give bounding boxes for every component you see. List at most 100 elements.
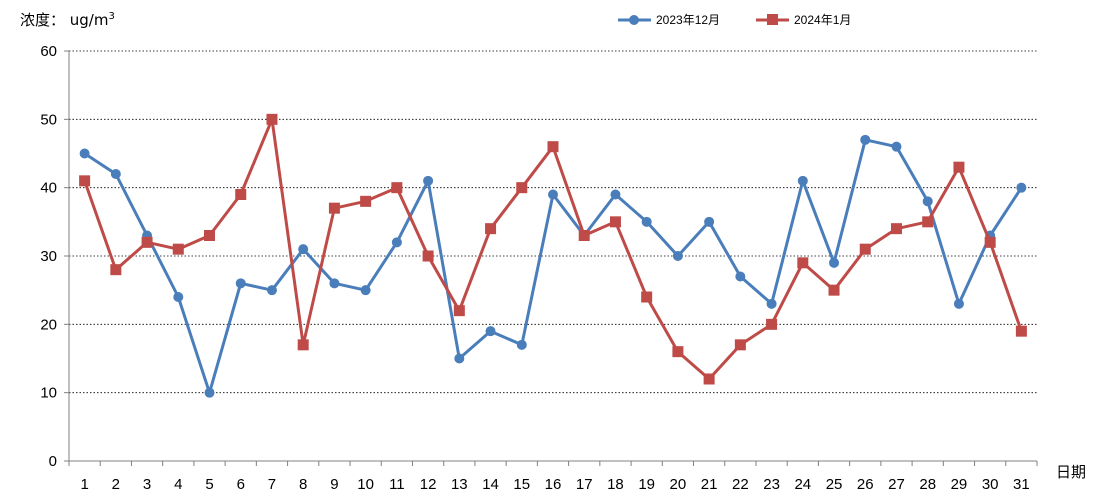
data-point: [485, 326, 496, 337]
x-axis-label: 日期: [1056, 463, 1086, 481]
data-point: [641, 216, 652, 227]
data-point: [672, 346, 684, 358]
data-point: [235, 189, 247, 200]
data-point: [485, 223, 497, 235]
data-point: [703, 373, 715, 385]
x-tick-label: 20: [670, 476, 687, 493]
data-point: [360, 285, 371, 296]
data-point: [297, 339, 309, 351]
legend-marker-jan: [767, 14, 778, 25]
data-point: [1016, 182, 1027, 193]
data-point: [890, 223, 902, 235]
data-point: [141, 236, 153, 248]
y-tick-labels: 0 10 20 30 40 50 60: [40, 43, 57, 470]
data-point: [329, 278, 340, 289]
gridlines: [69, 50, 1037, 394]
x-tick-label: 12: [420, 476, 437, 493]
legend-marker-dec: [629, 15, 639, 25]
x-tick-label: 15: [513, 476, 530, 493]
x-tick-label: 19: [638, 476, 655, 493]
data-point: [266, 285, 277, 296]
x-tick-label: 13: [451, 476, 468, 493]
data-point: [672, 251, 683, 261]
data-point: [610, 189, 621, 200]
y-tick-label: 0: [49, 453, 57, 470]
x-tick-label: 31: [1013, 476, 1030, 493]
data-point: [547, 141, 559, 153]
x-tick-label: 14: [482, 476, 499, 493]
x-tick-label: 3: [143, 476, 151, 493]
x-tick-label: 6: [237, 476, 245, 493]
data-point: [1015, 325, 1027, 337]
data-point: [734, 339, 746, 351]
x-tick-labels: 1 2 3 4 5 6 7 8 9 10 11 12 13 14 15 16 17 18 19 20 21 22 23 24 2…: [80, 476, 1029, 493]
y-axis-label: 浓度： ug/m3: [20, 11, 115, 29]
data-point: [235, 278, 246, 289]
data-point: [953, 161, 965, 173]
data-point: [266, 113, 278, 125]
x-tick-label: 10: [357, 476, 374, 493]
data-point: [516, 339, 527, 350]
x-tick-label: 23: [763, 476, 780, 493]
x-tick-label: 28: [919, 476, 936, 493]
data-point: [204, 387, 215, 398]
x-tick-label: 1: [80, 476, 88, 493]
x-tick-label: 24: [794, 476, 811, 493]
legend-item-jan-2024: 2024年1月: [756, 13, 851, 27]
data-point: [172, 243, 184, 255]
data-point: [828, 284, 840, 296]
data-point: [766, 298, 777, 309]
data-point: [578, 230, 590, 241]
series-layer: [79, 113, 1027, 398]
x-tick-label: 4: [174, 476, 182, 493]
data-point: [922, 196, 933, 207]
data-point: [922, 216, 934, 228]
data-point: [953, 298, 964, 309]
x-tick-label: 9: [330, 476, 338, 493]
data-point: [204, 230, 216, 241]
x-tick-label: 22: [732, 476, 749, 493]
data-point: [110, 169, 121, 179]
x-tick-label: 11: [389, 476, 405, 493]
data-point: [641, 291, 653, 303]
data-point: [422, 250, 434, 262]
data-point: [984, 236, 996, 248]
data-point: [79, 175, 91, 187]
data-point: [298, 244, 309, 255]
legend-label-dec: 2023年12月: [656, 13, 720, 27]
legend: 2023年12月 2024年1月: [618, 13, 851, 27]
data-point: [79, 148, 90, 159]
series-1: [79, 134, 1027, 398]
x-tick-label: 26: [857, 476, 874, 493]
data-point: [453, 305, 465, 317]
series-2: [79, 113, 1027, 385]
x-tick-label: 2: [112, 476, 120, 493]
legend-label-jan: 2024年1月: [794, 13, 851, 27]
data-point: [609, 216, 621, 228]
data-point: [735, 271, 746, 282]
x-tick-label: 25: [826, 476, 843, 493]
data-point: [516, 182, 528, 194]
legend-item-dec-2023: 2023年12月: [618, 13, 720, 27]
data-point: [360, 195, 372, 207]
x-tick-label: 17: [576, 476, 593, 493]
data-point: [454, 353, 465, 364]
x-tick-label: 16: [545, 476, 562, 493]
data-point: [704, 216, 715, 227]
data-point: [548, 189, 558, 200]
x-tick-label: 27: [888, 476, 905, 493]
y-tick-label: 50: [40, 111, 57, 128]
x-tick-label: 29: [951, 476, 968, 493]
axes: [64, 50, 1038, 466]
data-point: [391, 182, 403, 194]
data-point: [859, 243, 871, 255]
series-line-1: [83, 138, 1023, 395]
x-tick-label: 5: [205, 476, 213, 493]
y-tick-label: 60: [40, 43, 57, 60]
data-point: [328, 202, 340, 214]
y-tick-label: 10: [40, 385, 57, 402]
data-point: [860, 134, 871, 145]
data-point: [891, 141, 902, 152]
y-tick-label: 30: [40, 248, 57, 265]
